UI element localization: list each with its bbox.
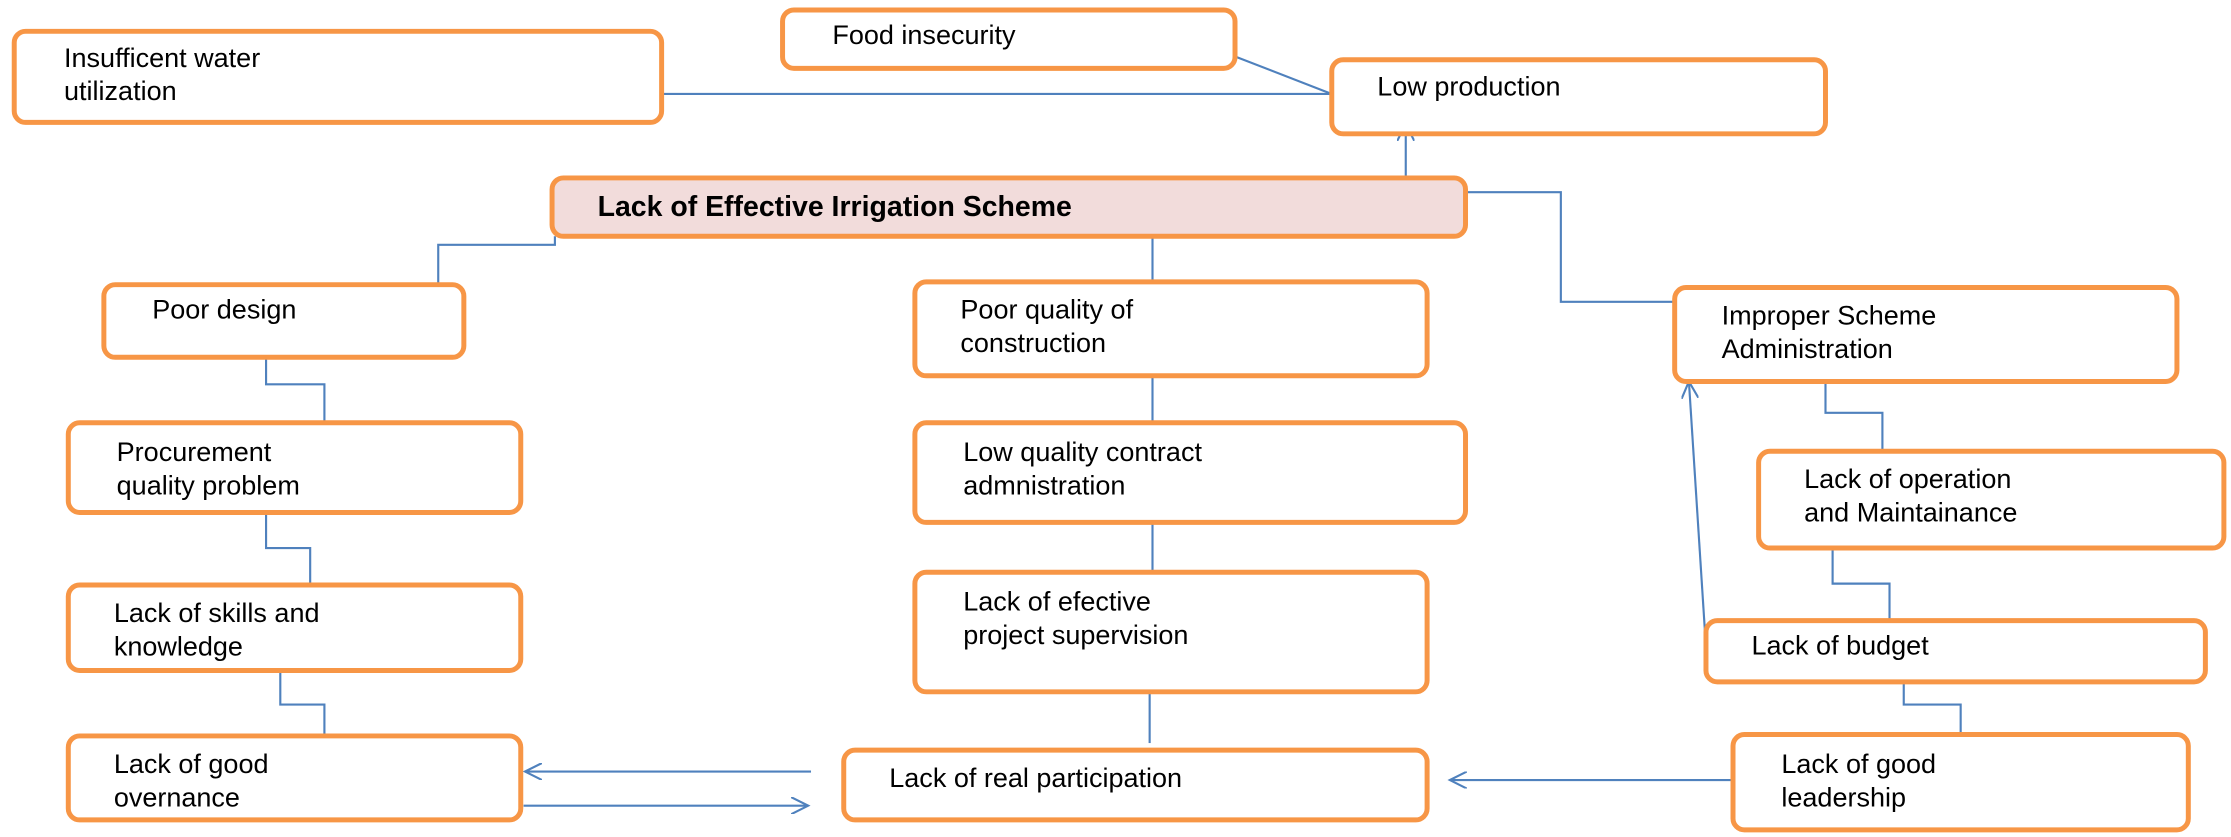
label-line: admnistration [963, 471, 1125, 501]
connector [437, 236, 556, 285]
node: Lack of budget [1703, 618, 2208, 685]
arrow [1689, 381, 1708, 648]
node-label: Lack of budget [1752, 631, 1930, 661]
node-label: Lack of operation and Maintainance [1804, 464, 2017, 527]
label-line: Procurement [117, 437, 272, 467]
label-line: Lack of real participation [889, 763, 1182, 793]
connector [1902, 681, 1962, 735]
node: Poor design [101, 282, 467, 360]
connectors [265, 50, 1962, 806]
label-line: Improper Scheme [1722, 301, 1937, 331]
label-line: Lack of Effective Irrigation Scheme [598, 190, 1072, 222]
node: Lack of efective project supervision [912, 569, 1430, 695]
label-line: Lack of budget [1752, 631, 1930, 661]
label-line: Administration [1722, 334, 1893, 364]
label-line: Low production [1377, 71, 1560, 101]
node: Lack of good leadership [1730, 732, 2191, 833]
node-label: Lack of skills and knowledge [114, 598, 320, 661]
label-line: leadership [1781, 782, 1906, 812]
node-label: Poor quality of construction [960, 295, 1133, 358]
node-box [11, 28, 665, 125]
node-box [1730, 732, 2191, 833]
node-box [549, 175, 1469, 239]
label-line: Lack of skills and [114, 598, 320, 628]
node-label: Low quality contract admnistration [963, 437, 1202, 500]
connector [1465, 191, 1675, 303]
node: Improper Scheme Administration [1672, 285, 2180, 384]
connector [265, 357, 326, 423]
label-line: overnance [114, 782, 240, 812]
node-box [841, 747, 1430, 823]
label-line: and Maintainance [1804, 498, 2017, 528]
node-label: Lack of good leadership [1781, 749, 1936, 812]
label-line: Lack of good [1781, 749, 1936, 779]
label-line: utilization [64, 76, 177, 106]
node-box [1703, 618, 2208, 685]
node-label: Poor design [152, 295, 296, 325]
node: Low quality contract admnistration [912, 420, 1469, 525]
label-line: Insufficent water [64, 43, 260, 73]
node: Insufficent water utilization [11, 28, 665, 125]
label-line: Lack of operation [1804, 464, 2011, 494]
node-label: Improper Scheme Administration [1722, 301, 1937, 364]
node-label: Procurement quality problem [117, 437, 300, 500]
label-line: Poor design [152, 295, 296, 325]
connector [1824, 381, 1884, 452]
node: Procurement quality problem [65, 420, 524, 515]
node-box [912, 569, 1430, 695]
label-line: knowledge [114, 632, 243, 662]
node: Lack of skills and knowledge [65, 582, 524, 673]
node-box [912, 420, 1469, 525]
node-box [912, 279, 1430, 379]
label-line: quality problem [117, 471, 300, 501]
label-line: Lack of good [114, 749, 269, 779]
node-box [780, 7, 1238, 71]
label-line: Poor quality of [960, 295, 1133, 325]
node: Lack of Effective Irrigation Scheme [549, 175, 1469, 239]
node-label: Food insecurity [832, 20, 1016, 50]
node-label: Lack of efective project supervision [963, 587, 1188, 650]
connector [265, 512, 312, 586]
node-box [65, 733, 524, 823]
node: Poor quality of construction [912, 279, 1430, 379]
node: Lack of good overnance [65, 733, 524, 823]
label-line: Low quality contract [963, 437, 1202, 467]
node-label: Lack of real participation [889, 763, 1182, 793]
node: Food insecurity [780, 7, 1238, 71]
node-label: Lack of good overnance [114, 749, 269, 812]
node-box [1672, 285, 2180, 384]
node: Lack of operation and Maintainance [1756, 448, 2227, 551]
label-line: construction [960, 328, 1106, 358]
connector [279, 670, 326, 736]
nodes: Food insecurity Insufficent water utilizat… [11, 7, 2227, 833]
node-label: Low production [1377, 71, 1560, 101]
node-box [65, 420, 524, 515]
node: Low production [1329, 57, 1828, 137]
label-line: Lack of efective [963, 587, 1151, 617]
label-line: project supervision [963, 620, 1188, 650]
node-label: Insufficent water utilization [64, 43, 260, 106]
label-line: Food insecurity [832, 20, 1016, 50]
connector [1831, 548, 1891, 621]
node-box [1756, 448, 2227, 551]
node: Lack of real participation [841, 747, 1430, 823]
node-box [65, 582, 524, 673]
node-box [1329, 57, 1828, 137]
node-box [101, 282, 467, 360]
node-label: Lack of Effective Irrigation Scheme [598, 190, 1072, 222]
